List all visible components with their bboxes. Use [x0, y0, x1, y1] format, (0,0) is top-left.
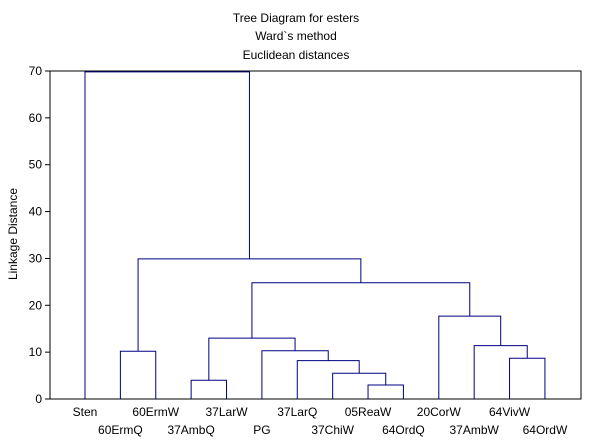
leaf-label-37ambw: 37AmbW [450, 423, 500, 437]
y-tick-label-20: 20 [29, 298, 43, 312]
chart-title: Tree Diagram for esters [233, 11, 359, 25]
merge-link-m12 [137, 258, 362, 352]
y-tick-label-10: 10 [29, 345, 43, 359]
dendrogram-links [84, 71, 546, 399]
merge-link-m8 [473, 345, 528, 399]
y-tick-label-60: 60 [29, 111, 43, 125]
merge-link-m13 [84, 71, 250, 399]
y-tick-label-0: 0 [35, 392, 42, 406]
plot-frame [49, 70, 582, 400]
merge-link-m9 [438, 315, 502, 399]
merge-link-m4 [296, 360, 360, 399]
leaf-label-60ermw: 60ErmW [132, 405, 179, 419]
leaf-label-64vivw: 64VivW [489, 405, 531, 419]
y-axis-label: Linkage Distance [6, 188, 20, 280]
merge-link-m7 [509, 357, 546, 399]
leaf-label-pg: PG [253, 423, 270, 437]
chart-subtitle-distance: Euclidean distances [243, 48, 350, 62]
leaf-label-64ordw: 64OrdW [523, 423, 568, 437]
merge-link-m1 [190, 379, 228, 399]
merge-link-m2 [367, 384, 404, 399]
merge-link-m5 [261, 350, 329, 399]
merge-link-m11 [119, 350, 157, 399]
merge-link-m10 [251, 282, 471, 339]
y-tick-label-50: 50 [29, 158, 43, 172]
merge-link-m3 [332, 372, 387, 399]
leaf-label-37chiw: 37ChiW [311, 423, 354, 437]
leaf-label-05reaw: 05ReaW [345, 405, 392, 419]
leaf-label-64ordq: 64OrdQ [382, 423, 425, 437]
y-tick-label-40: 40 [29, 205, 43, 219]
merge-link-m6 [208, 337, 296, 381]
leaf-label-37ambq: 37AmbQ [167, 423, 214, 437]
chart-subtitle-method: Ward`s method [255, 29, 337, 43]
y-axis: 0 10 20 30 40 50 60 70 [29, 64, 50, 406]
leaf-label-60ermq: 60ErmQ [98, 423, 143, 437]
leaf-label-sten: Sten [73, 405, 98, 419]
leaf-label-20corw: 20CorW [417, 405, 462, 419]
leaf-label-37larw: 37LarW [206, 405, 249, 419]
y-tick-label-70: 70 [29, 64, 43, 78]
y-tick-label-30: 30 [29, 251, 43, 265]
leaf-label-37larq: 37LarQ [277, 405, 317, 419]
